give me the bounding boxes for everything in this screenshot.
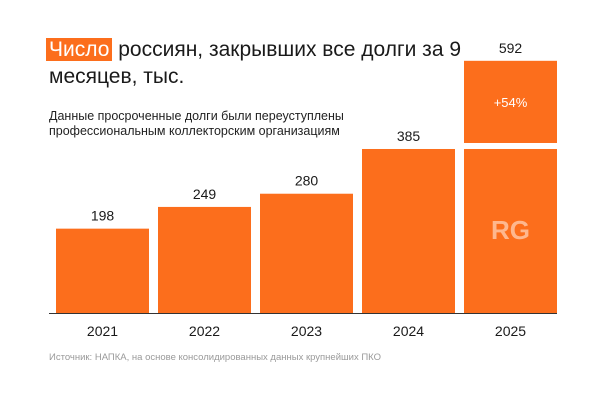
chart-subtitle: Данные просроченные долги были переуступ…	[49, 109, 344, 138]
title-rest: россиян, закрывших все долги за 9 месяце…	[49, 38, 462, 88]
source-note: Источник: НАПКА, на основе консолидирова…	[49, 352, 381, 363]
value-label-2024: 385	[397, 128, 421, 144]
bar-2022	[158, 206, 251, 313]
bar-2024	[362, 148, 455, 313]
tick-label-2023: 2023	[291, 323, 322, 339]
tick-label-2025: 2025	[495, 323, 526, 339]
value-label-2023: 280	[295, 173, 319, 189]
bar-2023	[260, 193, 353, 313]
chart-title: Число россиян, закрывших все долги за 9 …	[46, 36, 469, 90]
bar-2025-increase	[464, 60, 557, 143]
rg-watermark: RG	[491, 215, 530, 245]
value-label-2022: 249	[193, 186, 217, 202]
bar-2025-base	[464, 148, 557, 313]
title-highlight: Число	[46, 38, 113, 61]
value-label-2025: 592	[499, 40, 523, 56]
value-label-2021: 198	[91, 208, 115, 224]
increase-annotation: +54%	[494, 95, 528, 110]
tick-label-2021: 2021	[87, 323, 118, 339]
bar-2021	[56, 228, 149, 313]
tick-label-2022: 2022	[189, 323, 220, 339]
tick-label-2024: 2024	[393, 323, 424, 339]
